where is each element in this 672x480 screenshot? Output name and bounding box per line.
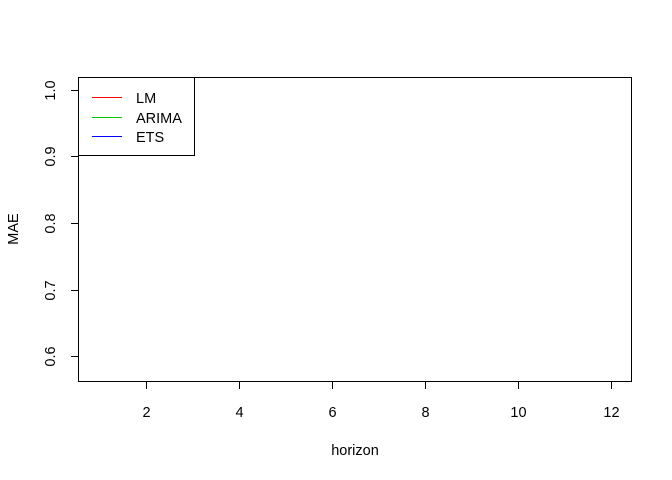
- x-axis: 2 4 6 8 10 12: [142, 381, 620, 421]
- legend-item-arima: ARIMA: [92, 111, 182, 127]
- legend-label-lm: LM: [136, 91, 156, 107]
- legend-box: [78, 77, 195, 156]
- y-axis-title: MAE: [6, 213, 22, 245]
- x-axis-title: horizon: [331, 443, 379, 459]
- x-tick-label-6: 6: [328, 405, 336, 421]
- x-tick-label-12: 12: [603, 405, 619, 421]
- y-tick-label-0.6: 0.6: [43, 346, 59, 366]
- legend-item-lm: LM: [92, 91, 156, 107]
- legend-label-arima: ARIMA: [136, 111, 182, 127]
- y-tick-label-0.7: 0.7: [43, 280, 59, 300]
- y-tick-label-0.8: 0.8: [43, 213, 59, 233]
- y-tick-label-1.0: 1.0: [43, 80, 59, 100]
- y-tick-label-0.9: 0.9: [43, 146, 59, 166]
- legend-label-ets: ETS: [136, 130, 164, 146]
- legend-item-ets: ETS: [92, 130, 164, 146]
- x-tick-label-10: 10: [510, 405, 526, 421]
- x-tick-label-4: 4: [235, 405, 243, 421]
- x-tick-label-2: 2: [142, 405, 150, 421]
- y-axis: 0.6 0.7 0.8 0.9 1.0: [43, 80, 79, 367]
- legend: LM ARIMA ETS: [78, 77, 195, 156]
- x-tick-label-8: 8: [421, 405, 429, 421]
